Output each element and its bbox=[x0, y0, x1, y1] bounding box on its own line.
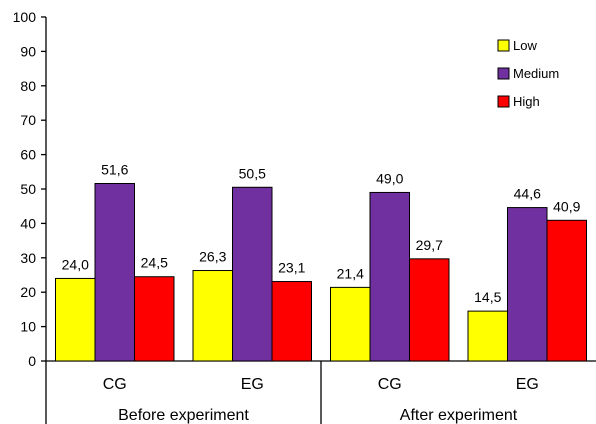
bar-medium-2 bbox=[232, 186, 273, 362]
y-tick-label: 30 bbox=[20, 250, 36, 266]
y-tick-label: 0 bbox=[28, 353, 36, 369]
data-label: 44,6 bbox=[514, 186, 541, 202]
x-tick-label: CG bbox=[103, 376, 127, 393]
bar-medium-3 bbox=[369, 191, 410, 362]
bar-high-1 bbox=[134, 276, 175, 362]
data-label: 24,0 bbox=[62, 256, 89, 272]
data-label: 21,4 bbox=[337, 265, 364, 281]
y-tick-label: 100 bbox=[13, 9, 37, 25]
bar-low-2 bbox=[192, 270, 233, 362]
y-tick-label: 40 bbox=[20, 215, 36, 231]
legend-label: Medium bbox=[513, 66, 559, 81]
bar-low-3 bbox=[330, 286, 371, 362]
y-tick-label: 50 bbox=[20, 181, 36, 197]
data-label: 50,5 bbox=[239, 165, 266, 181]
bars bbox=[55, 182, 587, 362]
data-label: 51,6 bbox=[101, 161, 128, 177]
bar-high-4 bbox=[546, 219, 587, 362]
x-tick-label: EG bbox=[516, 376, 539, 393]
x-axis-labels: CG EG CG EG Before experiment After experimen… bbox=[103, 361, 539, 424]
data-label: 29,7 bbox=[416, 237, 443, 253]
y-tick-label: 70 bbox=[20, 112, 36, 128]
y-tick-label: 10 bbox=[20, 319, 36, 335]
legend: Low Medium High bbox=[497, 38, 559, 109]
x-tick-label: EG bbox=[241, 376, 264, 393]
bar-high-2 bbox=[271, 281, 312, 362]
y-tick-label: 80 bbox=[20, 78, 36, 94]
bar-low-1 bbox=[55, 277, 96, 362]
data-labels: 24,0 51,6 24,5 26,3 50,5 23,1 21,4 49,0 29,7 14,5… bbox=[62, 161, 581, 305]
bar-low-4 bbox=[467, 310, 508, 362]
data-label: 14,5 bbox=[474, 289, 501, 305]
y-tick-label: 90 bbox=[20, 43, 36, 59]
data-label: 24,5 bbox=[141, 255, 168, 271]
legend-swatch bbox=[497, 39, 510, 52]
y-tick-label: 60 bbox=[20, 147, 36, 163]
bar-medium-4 bbox=[507, 207, 548, 362]
axes: 0 10 20 30 40 50 60 70 80 90 100 bbox=[13, 9, 596, 424]
legend-label: Low bbox=[513, 38, 537, 53]
group-label: After experiment bbox=[400, 407, 518, 424]
group-label: Before experiment bbox=[118, 407, 249, 424]
data-label: 26,3 bbox=[199, 249, 226, 265]
y-tick-label: 20 bbox=[20, 284, 36, 300]
legend-label: High bbox=[513, 94, 540, 109]
data-label: 49,0 bbox=[376, 170, 403, 186]
bar-medium-1 bbox=[94, 182, 135, 362]
x-tick-label: CG bbox=[378, 376, 402, 393]
legend-swatch bbox=[497, 95, 510, 108]
legend-swatch bbox=[497, 67, 510, 80]
data-label: 23,1 bbox=[278, 260, 305, 276]
bar-high-3 bbox=[409, 258, 450, 362]
data-label: 40,9 bbox=[553, 198, 580, 214]
